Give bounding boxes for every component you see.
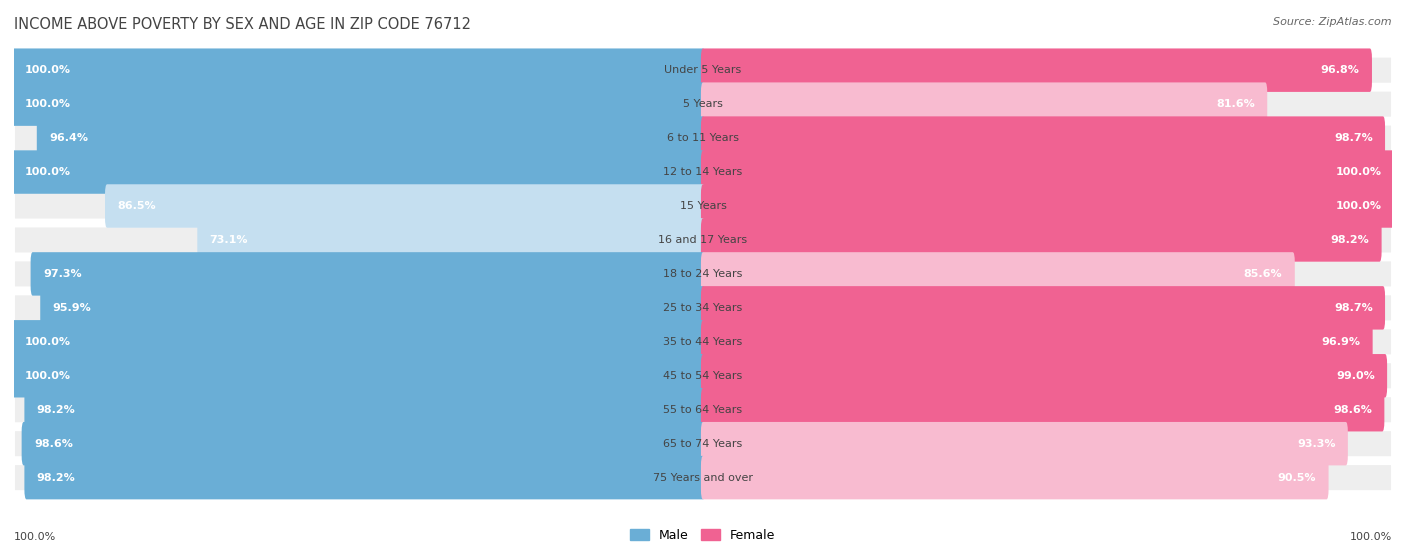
Text: 98.6%: 98.6%: [34, 439, 73, 449]
Text: Source: ZipAtlas.com: Source: ZipAtlas.com: [1274, 17, 1392, 27]
Text: 73.1%: 73.1%: [209, 235, 249, 245]
Text: 95.9%: 95.9%: [52, 303, 91, 313]
FancyBboxPatch shape: [13, 150, 704, 194]
FancyBboxPatch shape: [24, 388, 704, 432]
FancyBboxPatch shape: [702, 354, 1388, 397]
FancyBboxPatch shape: [702, 218, 1382, 262]
Text: 100.0%: 100.0%: [1350, 532, 1392, 542]
Text: 98.2%: 98.2%: [1330, 235, 1369, 245]
Text: 98.7%: 98.7%: [1334, 133, 1372, 143]
Text: 100.0%: 100.0%: [24, 99, 70, 109]
FancyBboxPatch shape: [702, 252, 1295, 296]
FancyBboxPatch shape: [14, 328, 1392, 356]
FancyBboxPatch shape: [24, 456, 704, 499]
Text: 99.0%: 99.0%: [1336, 371, 1375, 381]
Text: 35 to 44 Years: 35 to 44 Years: [664, 337, 742, 347]
FancyBboxPatch shape: [702, 320, 1372, 363]
FancyBboxPatch shape: [702, 150, 1393, 194]
Text: 98.2%: 98.2%: [37, 472, 76, 482]
FancyBboxPatch shape: [702, 116, 1385, 160]
Text: 100.0%: 100.0%: [24, 167, 70, 177]
Text: Under 5 Years: Under 5 Years: [665, 65, 741, 75]
Text: 100.0%: 100.0%: [1336, 167, 1382, 177]
FancyBboxPatch shape: [31, 252, 704, 296]
Text: 100.0%: 100.0%: [24, 65, 70, 75]
Legend: Male, Female: Male, Female: [626, 524, 780, 547]
Text: 75 Years and over: 75 Years and over: [652, 472, 754, 482]
Text: 65 to 74 Years: 65 to 74 Years: [664, 439, 742, 449]
FancyBboxPatch shape: [105, 184, 704, 228]
FancyBboxPatch shape: [14, 294, 1392, 321]
Text: 96.8%: 96.8%: [1320, 65, 1360, 75]
Text: 18 to 24 Years: 18 to 24 Years: [664, 269, 742, 279]
Text: 98.7%: 98.7%: [1334, 303, 1372, 313]
Text: 100.0%: 100.0%: [14, 532, 56, 542]
Text: 96.4%: 96.4%: [49, 133, 89, 143]
Text: 45 to 54 Years: 45 to 54 Years: [664, 371, 742, 381]
FancyBboxPatch shape: [14, 158, 1392, 186]
Text: 90.5%: 90.5%: [1278, 472, 1316, 482]
Text: 98.2%: 98.2%: [37, 405, 76, 415]
Text: 96.9%: 96.9%: [1322, 337, 1360, 347]
Text: 93.3%: 93.3%: [1296, 439, 1336, 449]
FancyBboxPatch shape: [13, 82, 704, 126]
FancyBboxPatch shape: [702, 49, 1372, 92]
FancyBboxPatch shape: [14, 430, 1392, 457]
FancyBboxPatch shape: [14, 396, 1392, 423]
Text: 81.6%: 81.6%: [1216, 99, 1254, 109]
Text: 100.0%: 100.0%: [24, 337, 70, 347]
Text: 98.6%: 98.6%: [1333, 405, 1372, 415]
FancyBboxPatch shape: [702, 286, 1385, 330]
FancyBboxPatch shape: [13, 354, 704, 397]
FancyBboxPatch shape: [14, 192, 1392, 220]
FancyBboxPatch shape: [14, 362, 1392, 390]
FancyBboxPatch shape: [14, 91, 1392, 118]
FancyBboxPatch shape: [702, 422, 1348, 466]
FancyBboxPatch shape: [14, 56, 1392, 84]
Text: 100.0%: 100.0%: [24, 371, 70, 381]
Text: 15 Years: 15 Years: [679, 201, 727, 211]
FancyBboxPatch shape: [21, 422, 704, 466]
FancyBboxPatch shape: [702, 184, 1393, 228]
Text: 85.6%: 85.6%: [1244, 269, 1282, 279]
Text: 16 and 17 Years: 16 and 17 Years: [658, 235, 748, 245]
Text: 86.5%: 86.5%: [117, 201, 156, 211]
Text: 100.0%: 100.0%: [1336, 201, 1382, 211]
FancyBboxPatch shape: [37, 116, 704, 160]
FancyBboxPatch shape: [702, 388, 1385, 432]
FancyBboxPatch shape: [14, 125, 1392, 151]
Text: 5 Years: 5 Years: [683, 99, 723, 109]
Text: 12 to 14 Years: 12 to 14 Years: [664, 167, 742, 177]
Text: 25 to 34 Years: 25 to 34 Years: [664, 303, 742, 313]
FancyBboxPatch shape: [702, 82, 1267, 126]
FancyBboxPatch shape: [13, 49, 704, 92]
FancyBboxPatch shape: [13, 320, 704, 363]
FancyBboxPatch shape: [197, 218, 704, 262]
Text: 97.3%: 97.3%: [44, 269, 82, 279]
FancyBboxPatch shape: [702, 456, 1329, 499]
FancyBboxPatch shape: [41, 286, 704, 330]
Text: 55 to 64 Years: 55 to 64 Years: [664, 405, 742, 415]
FancyBboxPatch shape: [14, 226, 1392, 254]
Text: 6 to 11 Years: 6 to 11 Years: [666, 133, 740, 143]
FancyBboxPatch shape: [14, 260, 1392, 287]
FancyBboxPatch shape: [14, 464, 1392, 491]
Text: INCOME ABOVE POVERTY BY SEX AND AGE IN ZIP CODE 76712: INCOME ABOVE POVERTY BY SEX AND AGE IN Z…: [14, 17, 471, 32]
